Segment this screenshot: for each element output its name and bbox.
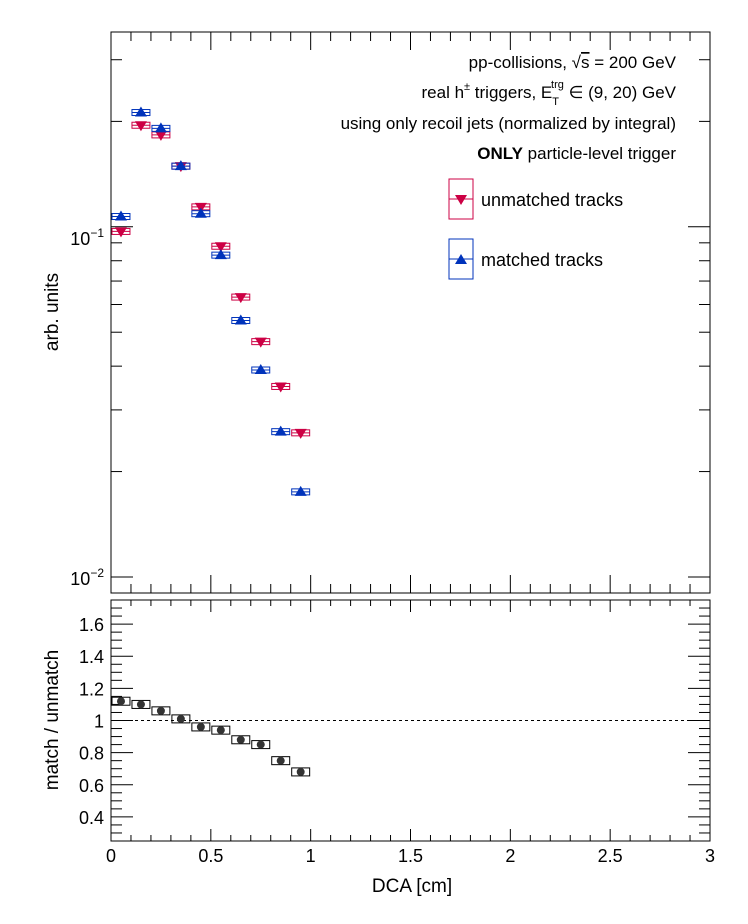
top-y-tick-labels: 10−1 10−2 (70, 226, 104, 589)
top-axis-ticks (110, 32, 711, 594)
x-tick-label: 2 (505, 846, 515, 866)
unmatched-point (114, 227, 127, 238)
legend-entry-unmatched: unmatched tracks (448, 178, 623, 220)
annotation-collisions: pp-collisions, √s = 200 GeV (469, 53, 677, 72)
annotations: pp-collisions, √s = 200 GeV real h± trig… (341, 53, 677, 163)
unmatched-point (154, 130, 167, 141)
matched-point (194, 207, 207, 218)
matched-point (294, 485, 307, 496)
ratio-point (176, 714, 185, 723)
top-y-axis-label: arb. units (42, 273, 63, 351)
top-data-points (111, 106, 311, 496)
ratio-point (236, 735, 245, 744)
bottom-y-axis-label: match / unmatch (42, 650, 63, 790)
x-tick-label: 1.5 (398, 846, 423, 866)
x-tick-label: 3 (705, 846, 715, 866)
bottom-axis-ticks (110, 600, 711, 841)
legend-entry-matched: matched tracks (448, 238, 603, 280)
x-tick-label: 0 (106, 846, 116, 866)
ratio-error-box (111, 696, 131, 706)
matched-point (234, 314, 247, 325)
matched-point (134, 106, 147, 117)
x-tick-label: 2.5 (598, 846, 623, 866)
y-tick-label-0p01: 10−2 (70, 566, 104, 589)
matched-point (274, 425, 287, 436)
matched-point (174, 160, 187, 171)
x-tick-label: 1 (306, 846, 316, 866)
legend-label-matched: matched tracks (481, 250, 603, 270)
ratio-error-box (291, 767, 311, 777)
matched-point (254, 364, 267, 375)
x-tick-label: 0.5 (198, 846, 223, 866)
ratio-point (256, 740, 265, 749)
bottom-y-tick-label: 1 (94, 712, 104, 732)
legend-marker-matched (455, 254, 467, 264)
legend-marker-unmatched (455, 195, 467, 205)
bottom-y-tick-label: 1.2 (79, 679, 104, 699)
annotation-trigger-type: ONLY particle-level trigger (477, 144, 676, 163)
unmatched-point (274, 382, 287, 393)
ratio-point (276, 756, 285, 765)
x-axis-label: DCA [cm] (372, 876, 452, 897)
y-tick-label-0p1: 10−1 (70, 226, 104, 249)
annotation-recoil-jets: using only recoil jets (normalized by in… (341, 114, 676, 133)
ratio-point (216, 726, 225, 735)
ratio-point (156, 706, 165, 715)
ratio-data-points (111, 696, 311, 777)
bottom-y-tick-label: 1.4 (79, 647, 104, 667)
ratio-point (116, 697, 125, 706)
bottom-plot-frame (110, 599, 711, 842)
matched-point (114, 210, 127, 221)
unmatched-point (294, 428, 307, 439)
bottom-y-tick-label: 0.8 (79, 744, 104, 764)
bottom-y-tick-label: 0.4 (79, 808, 104, 828)
bottom-y-tick-labels: 0.4 0.6 0.8 1 1.2 1.4 1.6 (79, 615, 104, 828)
annotation-triggers: real h± triggers, ETtrg ∈ (9, 20) GeV (422, 79, 677, 108)
x-tick-labels: 0 0.5 1 1.5 2 2.5 3 (106, 846, 715, 866)
legend-label-unmatched: unmatched tracks (481, 190, 623, 210)
matched-point (154, 122, 167, 133)
ratio-point (136, 700, 145, 709)
bottom-y-tick-label: 0.6 (79, 776, 104, 796)
unmatched-point (134, 121, 147, 132)
unmatched-point (214, 242, 227, 253)
unmatched-point (254, 337, 267, 348)
unmatched-point (234, 293, 247, 304)
matched-point (214, 249, 227, 260)
legend: unmatched tracks matched tracks (448, 178, 623, 280)
ratio-point (196, 722, 205, 731)
ratio-point (296, 767, 305, 776)
bottom-y-tick-label: 1.6 (79, 615, 104, 635)
